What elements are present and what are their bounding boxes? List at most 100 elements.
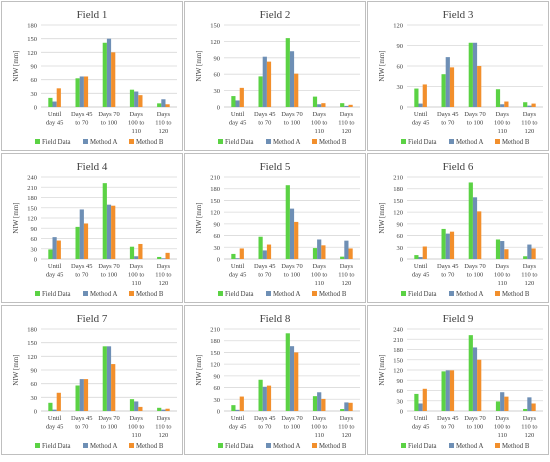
x-tick-label: 110 to — [155, 424, 171, 431]
bar — [102, 183, 107, 259]
x-tick-label: Days 70 — [98, 111, 119, 118]
y-tick-label: 180 — [393, 347, 403, 354]
chart-panel: Field 2 0 30 60 90 120 150 NIW [mm] Until day 45 D… — [184, 1, 366, 151]
x-tick-label: to 100 — [284, 120, 300, 127]
x-tick-label: to 100 — [467, 272, 483, 279]
bar — [531, 103, 536, 107]
x-tick-label: Days — [496, 263, 510, 270]
x-tick-label: 110 to — [338, 120, 354, 127]
y-tick-label: 0 — [34, 409, 37, 416]
legend-label: Method B — [502, 139, 530, 146]
chart-panel: Field 4 0 30 60 90 120 150 180 210 240 NIW [mm] Unt… — [1, 153, 183, 303]
y-tick-label: 90 — [214, 221, 221, 228]
bar — [129, 399, 135, 411]
bar — [441, 228, 446, 259]
legend-swatch — [129, 139, 134, 144]
x-tick-label: Days 45 — [254, 111, 275, 118]
x-tick-label: 110 to — [338, 424, 354, 431]
chart-panel: Field 9 0 30 60 90 120 150 180 210 240 NIW [mm] Unt… — [367, 305, 549, 455]
y-tick-label: 60 — [397, 233, 404, 240]
bar — [500, 104, 505, 107]
bar — [344, 240, 349, 259]
x-tick-label: 100 to — [494, 424, 510, 431]
legend-label: Field Data — [225, 443, 254, 450]
y-axis-label: NIW [mm] — [12, 202, 20, 233]
y-tick-label: 60 — [214, 72, 221, 79]
legend-swatch — [401, 291, 406, 296]
y-tick-label: 150 — [393, 198, 403, 205]
x-tick-label: Days — [313, 111, 327, 118]
legend-label: Field Data — [42, 443, 71, 450]
bar — [321, 398, 326, 411]
legend-swatch — [449, 291, 454, 296]
bar — [266, 61, 272, 107]
legend-label: Method A — [456, 139, 483, 146]
bar — [48, 97, 53, 107]
bar — [523, 102, 528, 107]
bar — [157, 103, 162, 107]
bar — [75, 385, 80, 411]
bar — [344, 402, 349, 411]
bar — [83, 379, 89, 411]
bar — [477, 66, 482, 107]
chart-border — [1, 1, 183, 151]
x-tick-label: Days — [496, 415, 510, 422]
x-tick-label: day 45 — [412, 272, 430, 279]
bar — [294, 221, 299, 259]
bar — [340, 103, 345, 107]
x-tick-label: Days 70 — [464, 263, 485, 270]
x-tick-label: 110 — [131, 280, 141, 287]
y-tick-label: 0 — [400, 409, 403, 416]
bar — [79, 209, 84, 259]
legend-label: Method A — [456, 443, 483, 450]
legend-swatch — [129, 291, 134, 296]
y-tick-label: 30 — [31, 395, 38, 402]
x-tick-label: Days — [523, 111, 537, 118]
y-tick-label: 180 — [27, 327, 37, 334]
bar — [79, 379, 84, 411]
bar — [106, 204, 112, 259]
y-tick-label: 120 — [210, 362, 220, 369]
x-tick-label: Until — [48, 263, 62, 270]
chart-panel: Field 8 0 30 60 90 120 150 180 210 NIW [mm] Until d… — [184, 305, 366, 455]
bar — [52, 101, 57, 107]
y-tick-label: 210 — [393, 337, 403, 344]
chart-border — [367, 153, 549, 303]
bar — [111, 205, 116, 259]
legend-label: Method B — [136, 443, 164, 450]
x-tick-label: to 70 — [441, 272, 454, 279]
legend-label: Method B — [319, 443, 347, 450]
legend-label: Method B — [319, 139, 347, 146]
legend-swatch — [401, 443, 406, 448]
x-tick-label: 100 to — [128, 424, 144, 431]
y-tick-label: 150 — [210, 350, 220, 357]
x-tick-label: 110 — [497, 432, 507, 439]
bar — [262, 56, 267, 107]
y-tick-label: 60 — [31, 77, 38, 84]
bar — [52, 409, 57, 411]
legend-label: Method B — [136, 139, 164, 146]
bar — [422, 246, 427, 259]
x-tick-label: 110 — [497, 128, 507, 135]
chart-title: Field 7 — [77, 313, 108, 325]
y-tick-label: 60 — [31, 381, 38, 388]
x-tick-label: Days 45 — [71, 263, 92, 270]
legend-label: Field Data — [408, 291, 437, 298]
y-axis-label: NIW [mm] — [378, 50, 386, 81]
y-tick-label: 90 — [397, 43, 404, 50]
bar — [523, 256, 528, 259]
bar — [111, 364, 116, 411]
bar — [289, 51, 295, 107]
x-tick-label: Days 45 — [254, 263, 275, 270]
legend-label: Method A — [273, 291, 300, 298]
x-tick-label: day 45 — [229, 120, 247, 127]
chart-title: Field 3 — [443, 9, 474, 21]
bar — [441, 371, 446, 411]
legend-label: Method B — [502, 291, 530, 298]
bar — [165, 252, 170, 259]
bar — [134, 91, 139, 107]
bar — [129, 246, 135, 259]
legend-swatch — [312, 139, 317, 144]
legend-label: Field Data — [225, 139, 254, 146]
